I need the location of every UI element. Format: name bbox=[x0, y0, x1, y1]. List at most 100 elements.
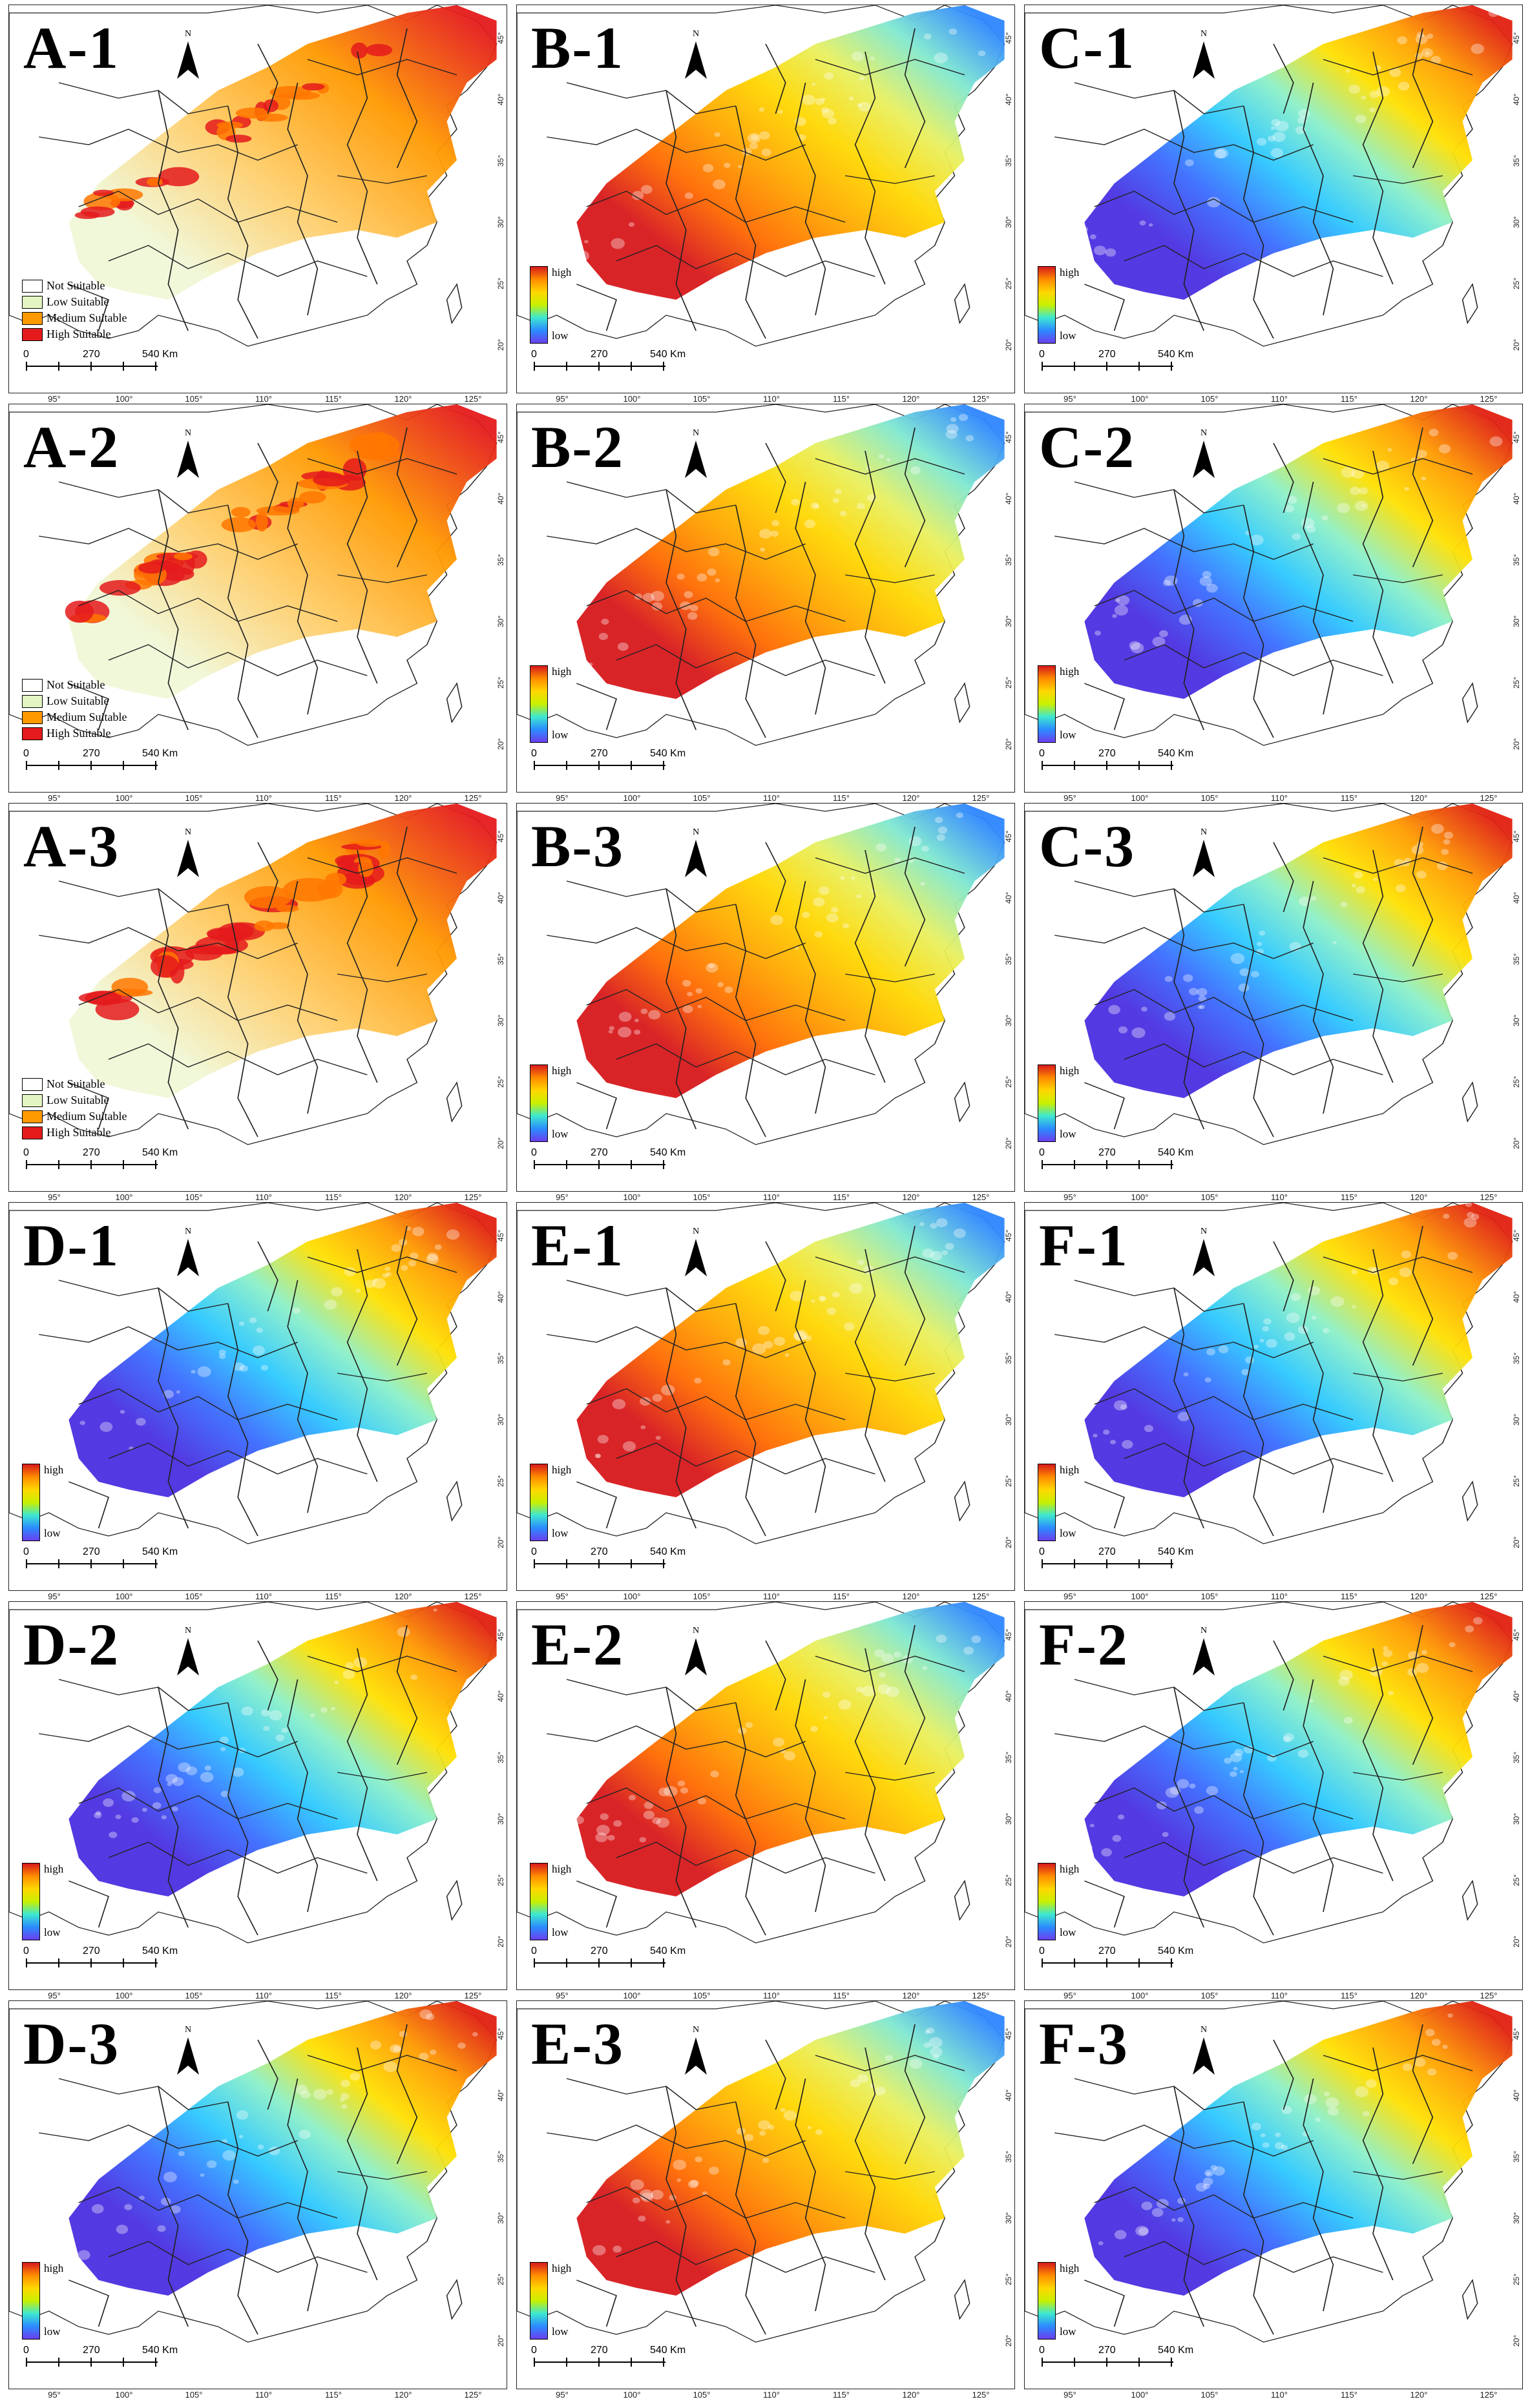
texture-speck bbox=[1206, 2172, 1211, 2176]
longitude-label: 95° bbox=[1064, 2390, 1076, 2400]
province-boundary bbox=[1323, 1256, 1473, 1273]
longitude-label: 100° bbox=[623, 1192, 641, 1202]
texture-speck bbox=[1298, 109, 1310, 118]
texture-speck bbox=[1115, 598, 1120, 603]
gradient-bar bbox=[22, 1464, 40, 1541]
province-boundary bbox=[1084, 683, 1125, 731]
texture-speck bbox=[218, 1353, 226, 1359]
north-arrow-icon: N bbox=[685, 2025, 707, 2075]
high-suitable-patch bbox=[95, 999, 140, 1021]
texture-speck bbox=[1443, 831, 1454, 839]
province-boundary bbox=[1353, 1373, 1443, 1382]
texture-speck bbox=[832, 497, 839, 503]
texture-speck bbox=[233, 1362, 244, 1371]
latitude-label: 20° bbox=[1512, 738, 1521, 750]
longitude-label: 115° bbox=[325, 1192, 342, 1202]
province-boundary bbox=[287, 82, 319, 316]
latitude-axis: 45° 40° 35° 30° 25° 20° bbox=[492, 1203, 507, 1590]
suitability-area bbox=[68, 5, 497, 300]
texture-speck bbox=[320, 1707, 328, 1713]
legend-high-label: high bbox=[1060, 1863, 1080, 1875]
latitude-label: 45° bbox=[1512, 431, 1521, 443]
scale-tick-label: 270 bbox=[83, 1546, 100, 1557]
texture-speck bbox=[1103, 1429, 1110, 1435]
longitude-label: 125° bbox=[1480, 2390, 1498, 2400]
texture-speck bbox=[921, 846, 930, 852]
latitude-label: 40° bbox=[496, 93, 505, 105]
scale-tick-label: 540 Km bbox=[1158, 349, 1194, 360]
texture-speck bbox=[1129, 641, 1140, 650]
texture-speck bbox=[877, 1684, 891, 1695]
texture-speck bbox=[919, 1222, 925, 1227]
province-boundary bbox=[346, 849, 378, 1083]
texture-speck bbox=[826, 913, 839, 923]
longitude-label: 95° bbox=[556, 1592, 569, 1601]
texture-speck bbox=[850, 2079, 861, 2088]
texture-speck bbox=[780, 2108, 786, 2112]
texture-speck bbox=[1284, 1332, 1295, 1341]
province-boundary bbox=[1273, 842, 1294, 913]
legend-label: High Suitable bbox=[47, 1126, 111, 1139]
province-boundary bbox=[346, 2047, 378, 2281]
texture-speck bbox=[310, 1714, 315, 1718]
scale-bar: 0 270 540 Km bbox=[23, 1546, 191, 1576]
latitude-label: 35° bbox=[496, 554, 505, 566]
province-boundary bbox=[108, 644, 368, 676]
longitude-label: 125° bbox=[972, 1192, 990, 1202]
longitude-label: 110° bbox=[1271, 394, 1288, 404]
texture-speck bbox=[95, 1811, 101, 1816]
texture-speck bbox=[763, 1341, 773, 1349]
legend-low-label: low bbox=[552, 1926, 569, 1938]
texture-speck bbox=[1351, 468, 1365, 479]
texture-speck bbox=[1131, 1027, 1146, 1039]
north-label: N bbox=[693, 1626, 699, 1635]
island-outline bbox=[954, 682, 970, 723]
province-boundary bbox=[1303, 2078, 1334, 2312]
texture-speck bbox=[334, 1680, 339, 1685]
island-outline bbox=[446, 283, 463, 324]
texture-speck bbox=[1394, 858, 1405, 867]
latitude-label: 35° bbox=[1512, 2150, 1521, 2163]
texture-speck bbox=[341, 2104, 348, 2109]
texture-speck bbox=[1431, 2039, 1441, 2046]
north-arrow-icon: N bbox=[1193, 1626, 1215, 1676]
scale-tick-label: 270 bbox=[1098, 349, 1116, 360]
texture-speck bbox=[1138, 2227, 1149, 2236]
texture-speck bbox=[697, 1798, 706, 1805]
province-boundary bbox=[158, 1687, 189, 1928]
texture-speck bbox=[1381, 1661, 1389, 1666]
province-boundary bbox=[158, 888, 189, 1130]
latitude-label: 40° bbox=[1512, 1690, 1521, 1702]
province-boundary bbox=[616, 2241, 875, 2273]
longitude-label: 125° bbox=[1480, 1192, 1498, 1202]
texture-speck bbox=[656, 1818, 670, 1828]
texture-speck bbox=[843, 923, 850, 929]
latitude-label: 30° bbox=[496, 615, 505, 627]
scale-tick-label: 270 bbox=[1098, 2345, 1116, 2356]
texture-speck bbox=[153, 1787, 162, 1794]
suitability-area bbox=[68, 804, 497, 1098]
gradient-bar bbox=[1038, 1464, 1056, 1541]
longitude-label: 115° bbox=[325, 2390, 342, 2400]
latitude-label: 40° bbox=[1004, 2089, 1013, 2101]
legend-item: Medium Suitable bbox=[22, 310, 127, 326]
texture-speck bbox=[1290, 1292, 1301, 1301]
map-legend: high low bbox=[530, 665, 571, 743]
texture-speck bbox=[295, 2084, 308, 2095]
longitude-label: 105° bbox=[185, 793, 203, 803]
texture-speck bbox=[920, 882, 926, 886]
texture-speck bbox=[702, 163, 714, 172]
map-panel-a-3: A-3 N Not Suitable Low Suitable Medium Suita… bbox=[8, 803, 507, 1192]
province-boundary bbox=[586, 1388, 846, 1420]
texture-speck bbox=[1441, 849, 1449, 855]
panel-label: F-3 bbox=[1039, 2011, 1129, 2077]
texture-speck bbox=[1116, 595, 1130, 606]
province-boundary bbox=[795, 1679, 826, 1913]
province-boundary bbox=[39, 129, 298, 161]
high-suitable-patch bbox=[92, 189, 114, 196]
island-outline bbox=[954, 1880, 970, 1921]
province-boundary bbox=[1124, 1043, 1383, 1075]
longitude-label: 105° bbox=[1200, 1991, 1219, 2000]
